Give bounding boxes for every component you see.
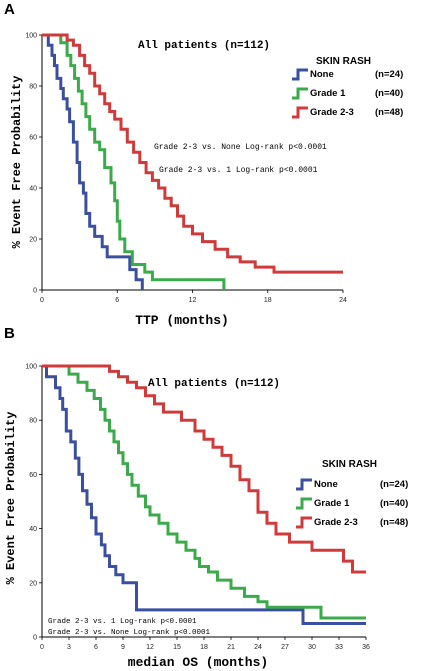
panel-a-y-tick-label: 0	[33, 288, 37, 295]
panel-b-legend-label-grade-2-3: Grade 2-3	[314, 517, 358, 528]
panel-b-x-tick-label: 9	[121, 644, 125, 651]
panel-b-legend-title: SKIN RASH	[322, 459, 377, 470]
panel-b-x-tick-label: 24	[254, 644, 262, 651]
panel-a-legend-n-grade-2-3: (n=48)	[375, 107, 403, 118]
panel-b-annotation-1: Grade 2-3 vs. 1 Log-rank p<0.0001	[48, 618, 197, 626]
panel-a-legend-n-none: (n=24)	[375, 69, 403, 80]
panel-a-annotation-2: Grade 2-3 vs. 1 Log-rank p<0.0001	[159, 166, 318, 175]
panel-b-series-grade-1	[42, 364, 366, 620]
panel-b-x-tick-label: 21	[227, 644, 235, 651]
panel-b-y-tick-label: 40	[29, 526, 37, 533]
panel-b-y-tick-label: 0	[33, 635, 37, 642]
panel-a-legend-label-grade-2-3: Grade 2-3	[310, 107, 354, 118]
panel-b-x-tick-label: 6	[94, 644, 98, 651]
panel-b-x-tick-label: 36	[362, 644, 370, 651]
panel-b: B All patients (n=112) median OS (months…	[4, 325, 408, 670]
panel-a-annotation-1: Grade 2-3 vs. None Log-rank p<0.0001	[154, 143, 327, 152]
panel-b-y-tick-label: 80	[29, 418, 37, 425]
panel-b-y-tick-label: 60	[29, 472, 37, 479]
panel-b-x-tick-label: 15	[173, 644, 181, 651]
panel-a-y-tick-label: 40	[29, 186, 37, 193]
panel-a-x-tick-label: 18	[264, 297, 272, 304]
panel-a-legend-swatch-none	[292, 68, 308, 81]
panel-b-x-tick-label: 18	[200, 644, 208, 651]
panel-b-plot	[42, 364, 366, 625]
panel-a-x-tick-label: 24	[339, 297, 347, 304]
panel-a-legend: None (n=24) Grade 1 (n=40) Grade 2-3 (n=48)	[292, 68, 403, 119]
panel-a-legend-label-grade-1: Grade 1	[310, 88, 346, 99]
panel-b-legend-label-grade-1: Grade 1	[314, 498, 350, 509]
panel-a-legend-label-none: None	[310, 69, 334, 80]
panel-b-series-none	[42, 364, 366, 625]
panel-a-y-tick-label: 80	[29, 84, 37, 91]
panel-a-plot	[42, 33, 343, 290]
panel-a-y-tick-label: 100	[25, 33, 37, 40]
panel-a-y-tick-label: 20	[29, 237, 37, 244]
panel-a-series-grade-1	[42, 33, 226, 290]
panel-b-legend-swatch-grade-1	[296, 497, 312, 510]
panel-b-legend-label-none: None	[314, 479, 338, 490]
panel-a-legend-swatch-grade-1	[292, 87, 308, 100]
panel-b-x-axis-label: median OS (months)	[128, 655, 268, 670]
panel-b-legend-n-grade-1: (n=40)	[380, 498, 408, 509]
panel-a-x-tick-label: 12	[189, 297, 197, 304]
panel-b-y-tick-label: 20	[29, 580, 37, 587]
panel-b-legend-swatch-none	[296, 478, 312, 491]
panel-b-x-tick-label: 12	[146, 644, 154, 651]
panel-b-legend: None (n=24) Grade 1 (n=40) Grade 2-3 (n=48)	[296, 478, 408, 529]
panel-b-y-tick-label: 100	[25, 364, 37, 371]
panel-b-legend-n-none: (n=24)	[380, 479, 408, 490]
panel-a-x-tick-label: 6	[115, 297, 119, 304]
panel-a-legend-n-grade-1: (n=40)	[375, 88, 403, 99]
panel-b-title: All patients (n=112)	[148, 378, 280, 390]
panel-b-x-tick-label: 33	[335, 644, 343, 651]
panel-a-y-tick-label: 60	[29, 135, 37, 142]
panel-a-legend-swatch-grade-2-3	[292, 106, 308, 119]
panel-a-series-grade-2-3	[42, 33, 343, 274]
panel-a-title: All patients (n=112)	[138, 40, 270, 52]
panel-b-x-tick-label: 0	[40, 644, 44, 651]
panel-a: A All patients (n=112) TTP (months) % Ev…	[4, 1, 403, 328]
panel-a-series-none	[42, 33, 144, 290]
panel-a-legend-title: SKIN RASH	[316, 56, 371, 67]
panel-b-annotation-2: Grade 2-3 vs. None Log-rank p<0.0001	[48, 629, 211, 637]
panel-b-label: B	[4, 325, 15, 342]
panel-a-label: A	[4, 1, 15, 18]
panel-b-x-tick-label: 27	[281, 644, 289, 651]
panel-b-y-axis-label: % Event Free Probability	[4, 412, 18, 585]
panel-b-x-tick-label: 3	[67, 644, 71, 651]
panel-b-x-tick-label: 30	[308, 644, 316, 651]
panel-b-legend-swatch-grade-2-3	[296, 516, 312, 529]
panel-a-y-axis-label: % Event Free Probability	[10, 76, 24, 249]
panel-b-series-grade-2-3	[42, 364, 366, 574]
panel-b-legend-n-grade-2-3: (n=48)	[380, 517, 408, 528]
panel-a-x-axis-label: TTP (months)	[135, 313, 229, 328]
panel-a-ticks: 0 6 12 18 24 0 20 40 60 80 100	[25, 33, 347, 305]
panel-a-x-tick-label: 0	[40, 297, 44, 304]
